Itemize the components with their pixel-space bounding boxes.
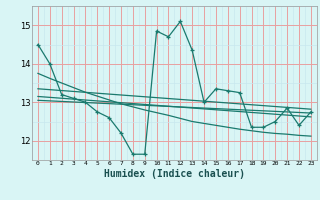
X-axis label: Humidex (Indice chaleur): Humidex (Indice chaleur) <box>104 169 245 179</box>
